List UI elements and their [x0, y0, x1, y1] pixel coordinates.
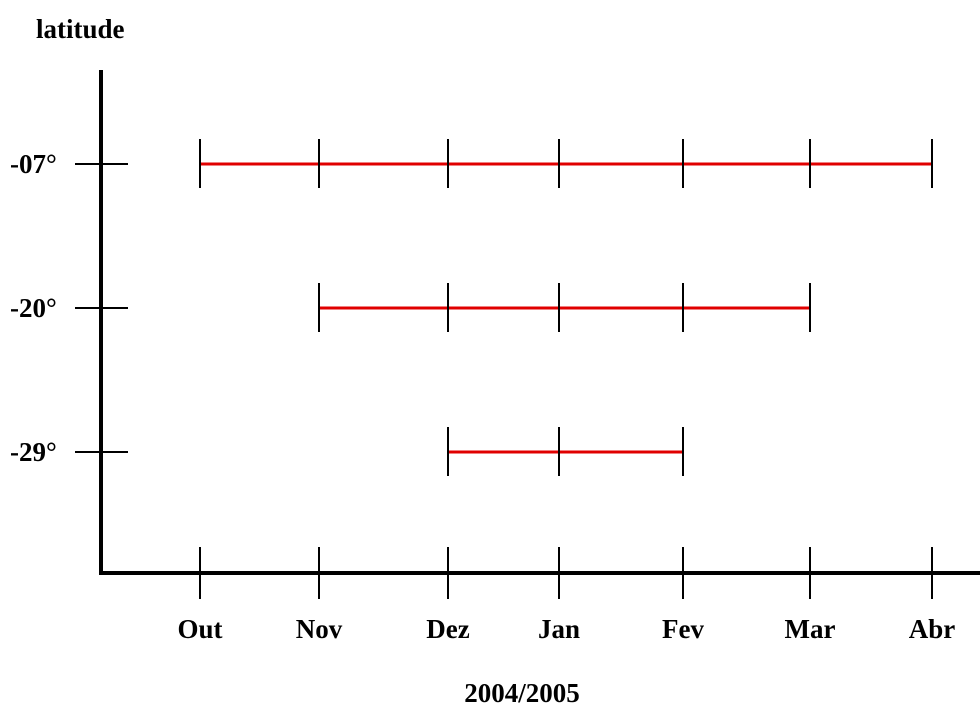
x-tick-label: Nov: [296, 614, 343, 644]
y-tick-label: -20°: [10, 293, 57, 323]
y-axis-title: latitude: [36, 14, 125, 44]
x-tick-label: Abr: [909, 614, 956, 644]
y-tick-label: -07°: [10, 149, 57, 179]
y-ticks: -07° -20° -29°: [10, 149, 128, 467]
x-axis-title: 2004/2005: [464, 678, 580, 708]
latitude-ranges: [200, 139, 932, 476]
axes: [99, 70, 980, 573]
x-tick-label: Fev: [662, 614, 704, 644]
x-ticks: Out Nov Dez Jan Fev Mar Abr: [177, 547, 955, 644]
x-tick-label: Jan: [538, 614, 580, 644]
x-tick-label: Dez: [426, 614, 469, 644]
x-tick-label: Mar: [785, 614, 836, 644]
x-tick-label: Out: [177, 614, 222, 644]
y-tick-label: -29°: [10, 437, 57, 467]
